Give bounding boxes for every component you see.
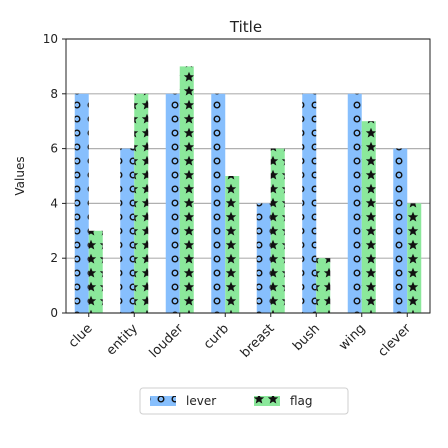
bar-lever-clever bbox=[393, 148, 408, 313]
y-axis-label: Values bbox=[13, 156, 27, 195]
bar-flag-breast bbox=[270, 148, 285, 313]
bar-flag-entity bbox=[134, 93, 149, 313]
bar-lever-entity bbox=[120, 148, 135, 313]
legend-swatch-lever bbox=[150, 396, 176, 406]
bar-lever-breast bbox=[256, 203, 271, 313]
bar-lever-curb bbox=[211, 93, 226, 313]
y-tick-label: 2 bbox=[50, 251, 58, 265]
y-tick-label: 6 bbox=[50, 142, 58, 156]
bar-lever-louder bbox=[165, 93, 180, 313]
y-tick-label: 0 bbox=[50, 306, 58, 320]
chart-title: Title bbox=[229, 18, 262, 36]
bar-flag-wing bbox=[361, 121, 376, 313]
y-axis-ticks: 0 2 4 6 8 10 bbox=[43, 32, 66, 320]
bar-flag-louder bbox=[179, 66, 194, 314]
bar-lever-bush bbox=[302, 93, 317, 313]
y-tick-label: 4 bbox=[50, 196, 58, 210]
bar-flag-bush bbox=[316, 258, 331, 313]
legend-label-flag: flag bbox=[290, 394, 313, 408]
x-tick-label: curb bbox=[201, 321, 232, 352]
legend: lever flag bbox=[139, 387, 349, 415]
x-tick-label: clue bbox=[66, 321, 96, 351]
x-axis-ticks: clue entity louder curb breast bush wing clever bbox=[66, 313, 415, 361]
legend-swatch-flag bbox=[254, 396, 280, 406]
bar-lever-wing bbox=[347, 93, 362, 313]
y-tick-label: 8 bbox=[50, 87, 58, 101]
bars bbox=[74, 66, 422, 314]
x-tick-label: clever bbox=[375, 321, 414, 360]
x-tick-label: entity bbox=[104, 321, 142, 359]
x-tick-label: bush bbox=[290, 321, 323, 354]
legend-box bbox=[139, 387, 349, 415]
bar-flag-clue bbox=[88, 230, 103, 313]
x-tick-label: breast bbox=[238, 321, 278, 361]
legend-label-lever: lever bbox=[186, 394, 216, 408]
x-tick-label: wing bbox=[336, 321, 368, 353]
plot-area bbox=[65, 38, 431, 314]
bar-flag-clever bbox=[407, 203, 422, 313]
x-tick-label: louder bbox=[147, 321, 187, 361]
bar-lever-clue bbox=[74, 93, 89, 313]
y-tick-label: 10 bbox=[43, 32, 58, 46]
bar-flag-curb bbox=[225, 176, 240, 313]
